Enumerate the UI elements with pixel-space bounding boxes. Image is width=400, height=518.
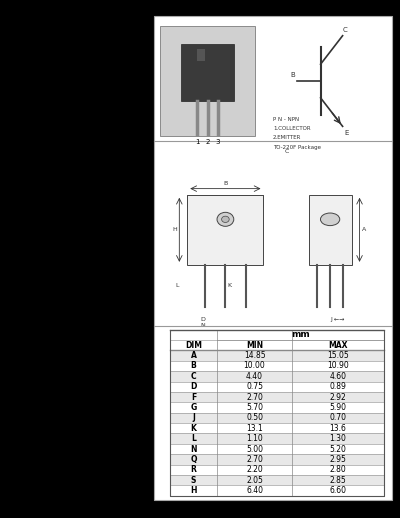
Bar — [170, 465, 384, 475]
Text: 3: 3 — [216, 139, 220, 145]
Text: 6.40: 6.40 — [246, 486, 263, 495]
Text: N: N — [190, 444, 197, 454]
Text: B: B — [191, 362, 196, 370]
Text: 5.20: 5.20 — [330, 444, 346, 454]
Bar — [187, 195, 264, 265]
Text: 2.95: 2.95 — [330, 455, 346, 464]
Text: 2.EMITTER: 2.EMITTER — [273, 135, 301, 140]
Text: 4.60: 4.60 — [330, 372, 346, 381]
Bar — [197, 49, 205, 61]
Text: 2.92: 2.92 — [330, 393, 346, 401]
Bar — [182, 44, 234, 101]
Text: 13.6: 13.6 — [330, 424, 346, 433]
Text: G: G — [190, 403, 197, 412]
Text: 6.60: 6.60 — [330, 486, 346, 495]
Bar — [170, 371, 384, 382]
Text: J ←→: J ←→ — [330, 318, 344, 322]
Bar — [170, 382, 384, 392]
Text: C: C — [342, 27, 347, 33]
Text: N: N — [200, 323, 205, 328]
Text: E: E — [344, 130, 349, 136]
Text: D: D — [190, 382, 197, 391]
Bar — [170, 485, 384, 496]
Ellipse shape — [320, 213, 340, 226]
Bar — [170, 361, 384, 371]
Text: MIN: MIN — [246, 341, 263, 350]
Text: 2: 2 — [206, 139, 210, 145]
Ellipse shape — [217, 212, 234, 226]
Text: F: F — [191, 393, 196, 401]
Text: DIM: DIM — [185, 341, 202, 350]
Bar — [154, 16, 392, 500]
Text: A: A — [191, 351, 196, 360]
Text: L: L — [176, 283, 179, 289]
Bar — [187, 195, 264, 207]
Bar — [170, 392, 384, 402]
Text: mm: mm — [291, 330, 310, 339]
Text: 13.1: 13.1 — [246, 424, 263, 433]
Text: L: L — [191, 434, 196, 443]
Text: MAX: MAX — [328, 341, 348, 350]
Text: 10.00: 10.00 — [244, 362, 266, 370]
Text: 2.20: 2.20 — [246, 465, 263, 474]
Text: TO-220F Package: TO-220F Package — [273, 145, 321, 150]
Text: C: C — [191, 372, 196, 381]
Bar — [309, 195, 352, 265]
Text: 0.75: 0.75 — [246, 382, 263, 391]
Text: B: B — [223, 181, 228, 186]
Bar — [170, 444, 384, 454]
Text: 2.80: 2.80 — [330, 465, 346, 474]
Text: 0.89: 0.89 — [330, 382, 346, 391]
Text: 15.05: 15.05 — [327, 351, 349, 360]
Text: 2.85: 2.85 — [330, 476, 346, 485]
Text: Q: Q — [190, 455, 197, 464]
Text: A: A — [362, 227, 366, 232]
Bar — [170, 423, 384, 434]
Text: 5.00: 5.00 — [246, 444, 263, 454]
Text: 1.10: 1.10 — [246, 434, 263, 443]
Text: K: K — [227, 283, 232, 289]
Bar — [170, 413, 384, 423]
Text: 5.90: 5.90 — [330, 403, 346, 412]
Text: 2.05: 2.05 — [246, 476, 263, 485]
Text: K: K — [191, 424, 196, 433]
Bar — [170, 350, 384, 361]
Text: 4.40: 4.40 — [246, 372, 263, 381]
Text: D: D — [200, 318, 205, 322]
Text: B: B — [290, 73, 295, 78]
Bar — [170, 434, 384, 444]
Text: H: H — [190, 486, 197, 495]
Text: 0.70: 0.70 — [330, 413, 346, 422]
Text: H: H — [172, 227, 177, 232]
Text: J: J — [192, 413, 195, 422]
Text: C: C — [285, 149, 290, 154]
Text: 1.COLLECTOR: 1.COLLECTOR — [273, 126, 311, 131]
Text: 14.85: 14.85 — [244, 351, 265, 360]
Text: 10.90: 10.90 — [327, 362, 349, 370]
Text: 1: 1 — [195, 139, 199, 145]
Bar — [170, 475, 384, 485]
Text: R: R — [191, 465, 196, 474]
Text: 5.70: 5.70 — [246, 403, 263, 412]
Text: 2.70: 2.70 — [246, 455, 263, 464]
Text: 2.70: 2.70 — [246, 393, 263, 401]
Text: S: S — [191, 476, 196, 485]
Bar — [170, 402, 384, 413]
Ellipse shape — [222, 216, 229, 222]
Bar — [160, 26, 255, 136]
Bar — [170, 454, 384, 465]
Text: P N - NPN: P N - NPN — [273, 117, 299, 122]
Text: 1.30: 1.30 — [330, 434, 346, 443]
Text: 0.50: 0.50 — [246, 413, 263, 422]
